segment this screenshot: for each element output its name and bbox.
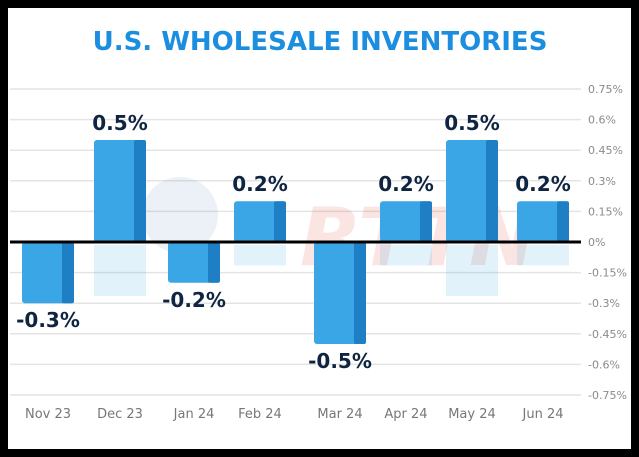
bar-nov-23 — [22, 242, 74, 304]
bar-side — [134, 140, 146, 242]
bar-side — [557, 201, 569, 242]
bar-reflection — [380, 245, 432, 266]
bar — [380, 201, 432, 242]
bar-reflection — [517, 245, 569, 266]
bar — [22, 242, 74, 304]
y-tick-label: 0% — [588, 236, 605, 249]
y-tick-label: -0.15% — [588, 267, 627, 280]
y-tick-label: 0.3% — [588, 175, 616, 188]
bar — [94, 140, 146, 242]
x-tick-label: Mar 24 — [317, 407, 362, 422]
y-tick-label: -0.75% — [588, 389, 627, 402]
bar-jan-24 — [168, 242, 220, 283]
bar — [168, 242, 220, 283]
bar-side — [354, 242, 366, 344]
bar — [234, 201, 286, 242]
x-tick-label: Jun 24 — [522, 407, 564, 422]
bar-apr-24 — [380, 201, 432, 266]
bar — [517, 201, 569, 242]
bar-reflection — [446, 245, 498, 296]
bar-reflection — [94, 245, 146, 296]
bar-side — [420, 201, 432, 242]
x-tick-label: Nov 23 — [25, 407, 71, 422]
data-label: 0.2% — [232, 172, 287, 196]
bar-mar-24 — [314, 242, 366, 344]
y-tick-label: 0.75% — [588, 83, 623, 96]
chart-title: U.S. WHOLESALE INVENTORIES — [93, 27, 548, 57]
bar-may-24 — [446, 140, 498, 296]
bar — [314, 242, 366, 344]
bar-side — [208, 242, 220, 283]
data-label: 0.5% — [444, 111, 499, 135]
y-tick-label: -0.45% — [588, 328, 627, 341]
data-label: -0.2% — [162, 288, 226, 312]
y-tick-label: -0.3% — [588, 297, 620, 310]
x-tick-label: Dec 23 — [97, 407, 143, 422]
y-tick-label: 0.45% — [588, 144, 623, 157]
x-tick-label: Jan 24 — [173, 407, 215, 422]
data-label: 0.2% — [378, 172, 433, 196]
bar-dec-23 — [94, 140, 146, 296]
bar — [446, 140, 498, 242]
y-tick-label: -0.6% — [588, 358, 620, 371]
data-label: 0.5% — [92, 111, 147, 135]
bar-side — [62, 242, 74, 304]
x-tick-label: Feb 24 — [238, 407, 282, 422]
bar-jun-24 — [517, 201, 569, 266]
y-tick-label: 0.6% — [588, 114, 616, 127]
bar-side — [486, 140, 498, 242]
data-label: -0.5% — [308, 349, 372, 373]
bar-side — [274, 201, 286, 242]
data-label: 0.2% — [515, 172, 570, 196]
x-tick-label: May 24 — [448, 407, 496, 422]
bar-feb-24 — [234, 201, 286, 266]
data-label: -0.3% — [16, 308, 80, 332]
bar-reflection — [234, 245, 286, 266]
x-tick-label: Apr 24 — [384, 407, 427, 422]
y-tick-label: 0.15% — [588, 205, 623, 218]
